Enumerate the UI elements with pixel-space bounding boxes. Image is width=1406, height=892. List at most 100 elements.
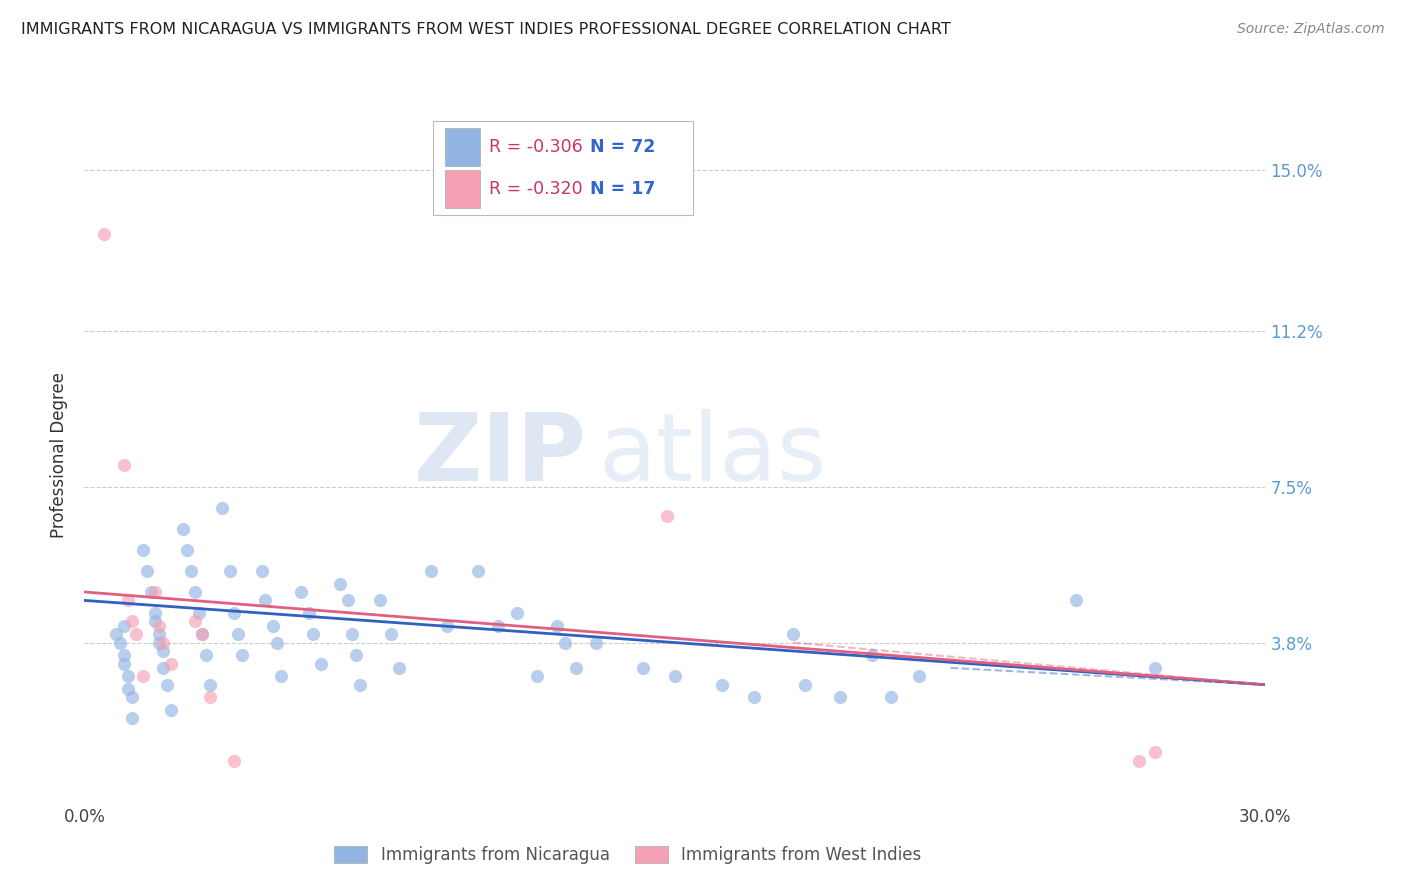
Point (1128, 754, 1150, 768)
Point (554, 635, 576, 649)
Point (486, 618, 509, 632)
Point (148, 618, 170, 632)
Point (231, 648, 253, 663)
Point (160, 657, 183, 671)
Point (782, 627, 804, 641)
Point (180, 564, 202, 578)
Point (222, 606, 245, 620)
Point (270, 669, 292, 683)
Point (108, 635, 131, 649)
Point (309, 657, 332, 671)
Point (93, 227, 115, 241)
Point (337, 593, 360, 607)
Point (388, 661, 411, 675)
Point (380, 627, 402, 641)
Point (152, 644, 174, 658)
Point (344, 648, 367, 663)
Point (349, 678, 371, 692)
Point (793, 678, 815, 692)
Y-axis label: Professional Degree: Professional Degree (51, 372, 69, 538)
Point (121, 615, 143, 629)
Point (132, 542, 155, 557)
Point (633, 661, 655, 675)
Point (908, 669, 931, 683)
Point (136, 564, 159, 578)
Point (860, 648, 883, 663)
Point (368, 593, 391, 607)
Point (143, 585, 166, 599)
Point (117, 669, 139, 683)
Point (254, 593, 277, 607)
Point (301, 627, 323, 641)
Point (124, 627, 146, 641)
Point (655, 509, 678, 524)
Point (200, 678, 222, 692)
Point (148, 627, 170, 641)
Text: atlas: atlas (598, 409, 827, 501)
Point (340, 627, 363, 641)
Point (211, 500, 233, 515)
FancyBboxPatch shape (433, 121, 693, 215)
Legend: Immigrants from Nicaragua, Immigrants from West Indies: Immigrants from Nicaragua, Immigrants fr… (328, 839, 928, 871)
Point (160, 703, 183, 717)
Text: N = 72: N = 72 (591, 138, 655, 156)
Point (830, 690, 852, 705)
Point (112, 648, 135, 663)
Point (152, 635, 174, 649)
Point (176, 542, 198, 557)
Point (183, 615, 205, 629)
Point (141, 585, 163, 599)
Point (419, 564, 441, 578)
Point (436, 618, 458, 632)
Point (121, 711, 143, 725)
Point (117, 681, 139, 696)
Point (191, 627, 214, 641)
Point (117, 593, 139, 607)
Point (290, 585, 312, 599)
Point (546, 618, 568, 632)
Point (467, 564, 489, 578)
Point (526, 669, 548, 683)
Point (148, 635, 170, 649)
Point (266, 635, 288, 649)
Point (183, 585, 205, 599)
Point (112, 458, 135, 473)
Point (880, 690, 903, 705)
Point (250, 564, 273, 578)
Point (104, 627, 127, 641)
Point (1144, 745, 1167, 759)
Point (143, 606, 166, 620)
Point (219, 564, 242, 578)
Point (121, 690, 143, 705)
Point (585, 635, 607, 649)
Text: Source: ZipAtlas.com: Source: ZipAtlas.com (1237, 22, 1385, 37)
Point (664, 669, 686, 683)
Text: R = -0.320: R = -0.320 (489, 180, 583, 198)
Point (742, 690, 765, 705)
Point (112, 618, 135, 632)
Point (506, 606, 529, 620)
Point (1144, 661, 1167, 675)
Text: IMMIGRANTS FROM NICARAGUA VS IMMIGRANTS FROM WEST INDIES PROFESSIONAL DEGREE COR: IMMIGRANTS FROM NICARAGUA VS IMMIGRANTS … (21, 22, 950, 37)
Point (200, 690, 222, 705)
Point (112, 657, 135, 671)
Bar (444, 169, 479, 208)
Point (132, 669, 155, 683)
Point (565, 661, 588, 675)
Point (152, 661, 174, 675)
Point (298, 606, 321, 620)
Text: R = -0.306: R = -0.306 (489, 138, 583, 156)
Point (262, 618, 284, 632)
Point (143, 615, 166, 629)
Point (1066, 593, 1088, 607)
Point (172, 522, 194, 536)
Point (156, 678, 179, 692)
Bar (444, 128, 479, 166)
Text: ZIP: ZIP (413, 409, 586, 501)
Point (187, 606, 209, 620)
Point (226, 627, 249, 641)
Point (329, 576, 352, 591)
Point (191, 627, 214, 641)
Text: N = 17: N = 17 (591, 180, 655, 198)
Point (222, 754, 245, 768)
